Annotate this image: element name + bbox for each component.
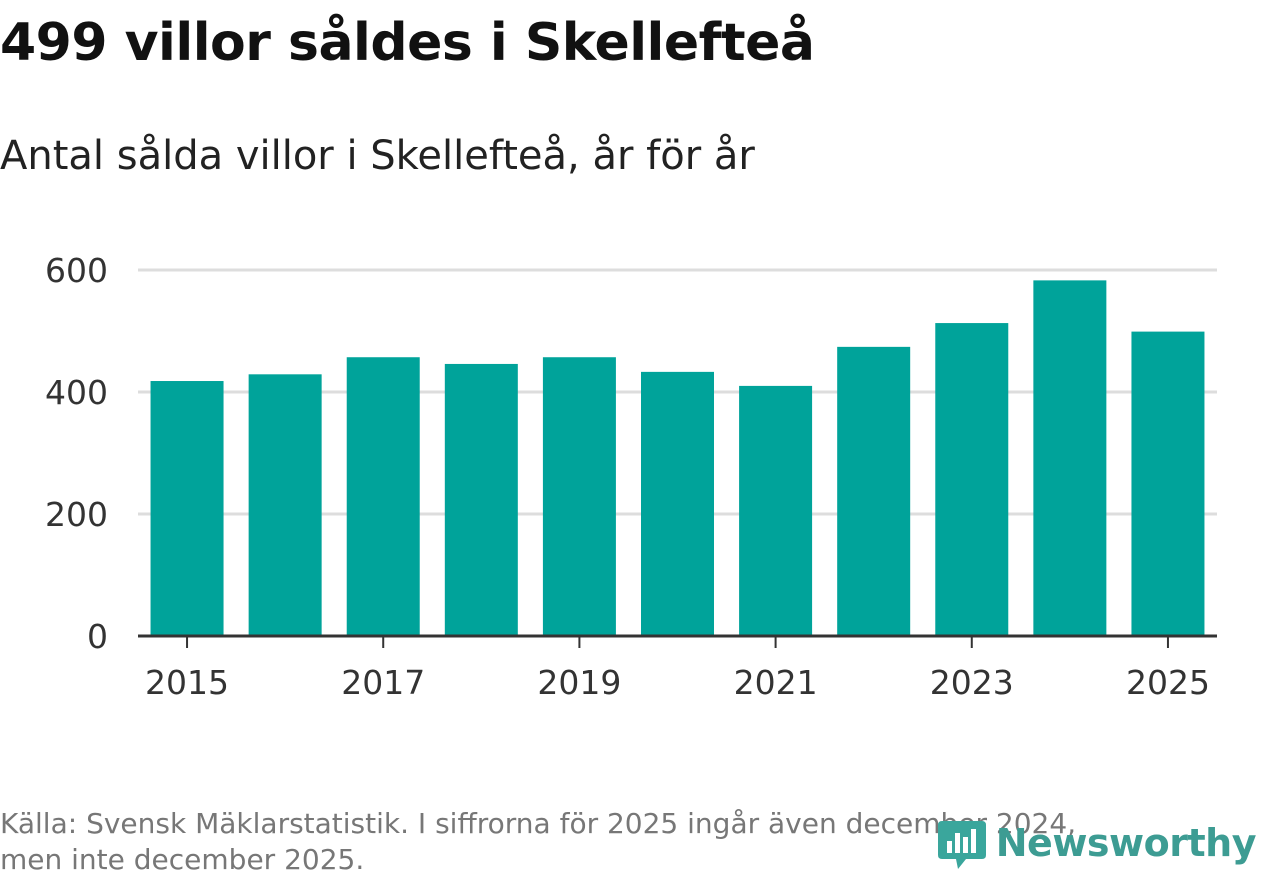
bar-2019 <box>542 357 616 636</box>
x-tick-label: 2025 <box>1126 663 1210 702</box>
x-tick-label: 2021 <box>734 663 818 702</box>
bar-2023 <box>935 323 1009 636</box>
x-tick-label: 2015 <box>145 663 229 702</box>
x-tick-label: 2023 <box>930 663 1014 702</box>
bar-2015 <box>150 381 224 636</box>
bar-2016 <box>248 374 322 636</box>
x-tick-label: 2017 <box>341 663 425 702</box>
source-line-2: men inte december 2025. <box>0 843 365 876</box>
bar-2024 <box>1033 280 1107 636</box>
brand-logo: Newsworthy <box>936 815 1257 871</box>
y-tick-label: 600 <box>45 251 108 290</box>
chart-subtitle: Antal sålda villor i Skellefteå, år för … <box>0 133 755 179</box>
source-note: Källa: Svensk Mäklarstatistik. I siffror… <box>0 806 1200 878</box>
bar-2021 <box>739 385 813 636</box>
bar-2017 <box>346 357 420 636</box>
x-tick-label: 2019 <box>537 663 621 702</box>
y-tick-label: 0 <box>87 617 108 656</box>
y-tick-label: 400 <box>45 373 108 412</box>
bar-2025 <box>1131 331 1205 636</box>
bar-2022 <box>837 346 911 636</box>
y-tick-label: 200 <box>45 495 108 534</box>
x-axis-ticks: 2015 2017 2019 2021 2023 2025 <box>145 636 1210 702</box>
y-axis-ticks: 0 200 400 600 <box>45 251 108 656</box>
bars <box>150 280 1205 636</box>
brand-name: Newsworthy <box>995 821 1257 865</box>
bar-2018 <box>444 363 518 636</box>
bar-2020 <box>641 371 714 636</box>
chart-title: 499 villor såldes i Skellefteå <box>0 13 815 73</box>
bar-chart: 0 200 400 600 2015 2017 2019 2021 2023 2025 <box>45 251 1217 702</box>
newsworthy-logo-icon <box>937 821 986 869</box>
source-line-1: Källa: Svensk Mäklarstatistik. I siffror… <box>0 807 1077 840</box>
